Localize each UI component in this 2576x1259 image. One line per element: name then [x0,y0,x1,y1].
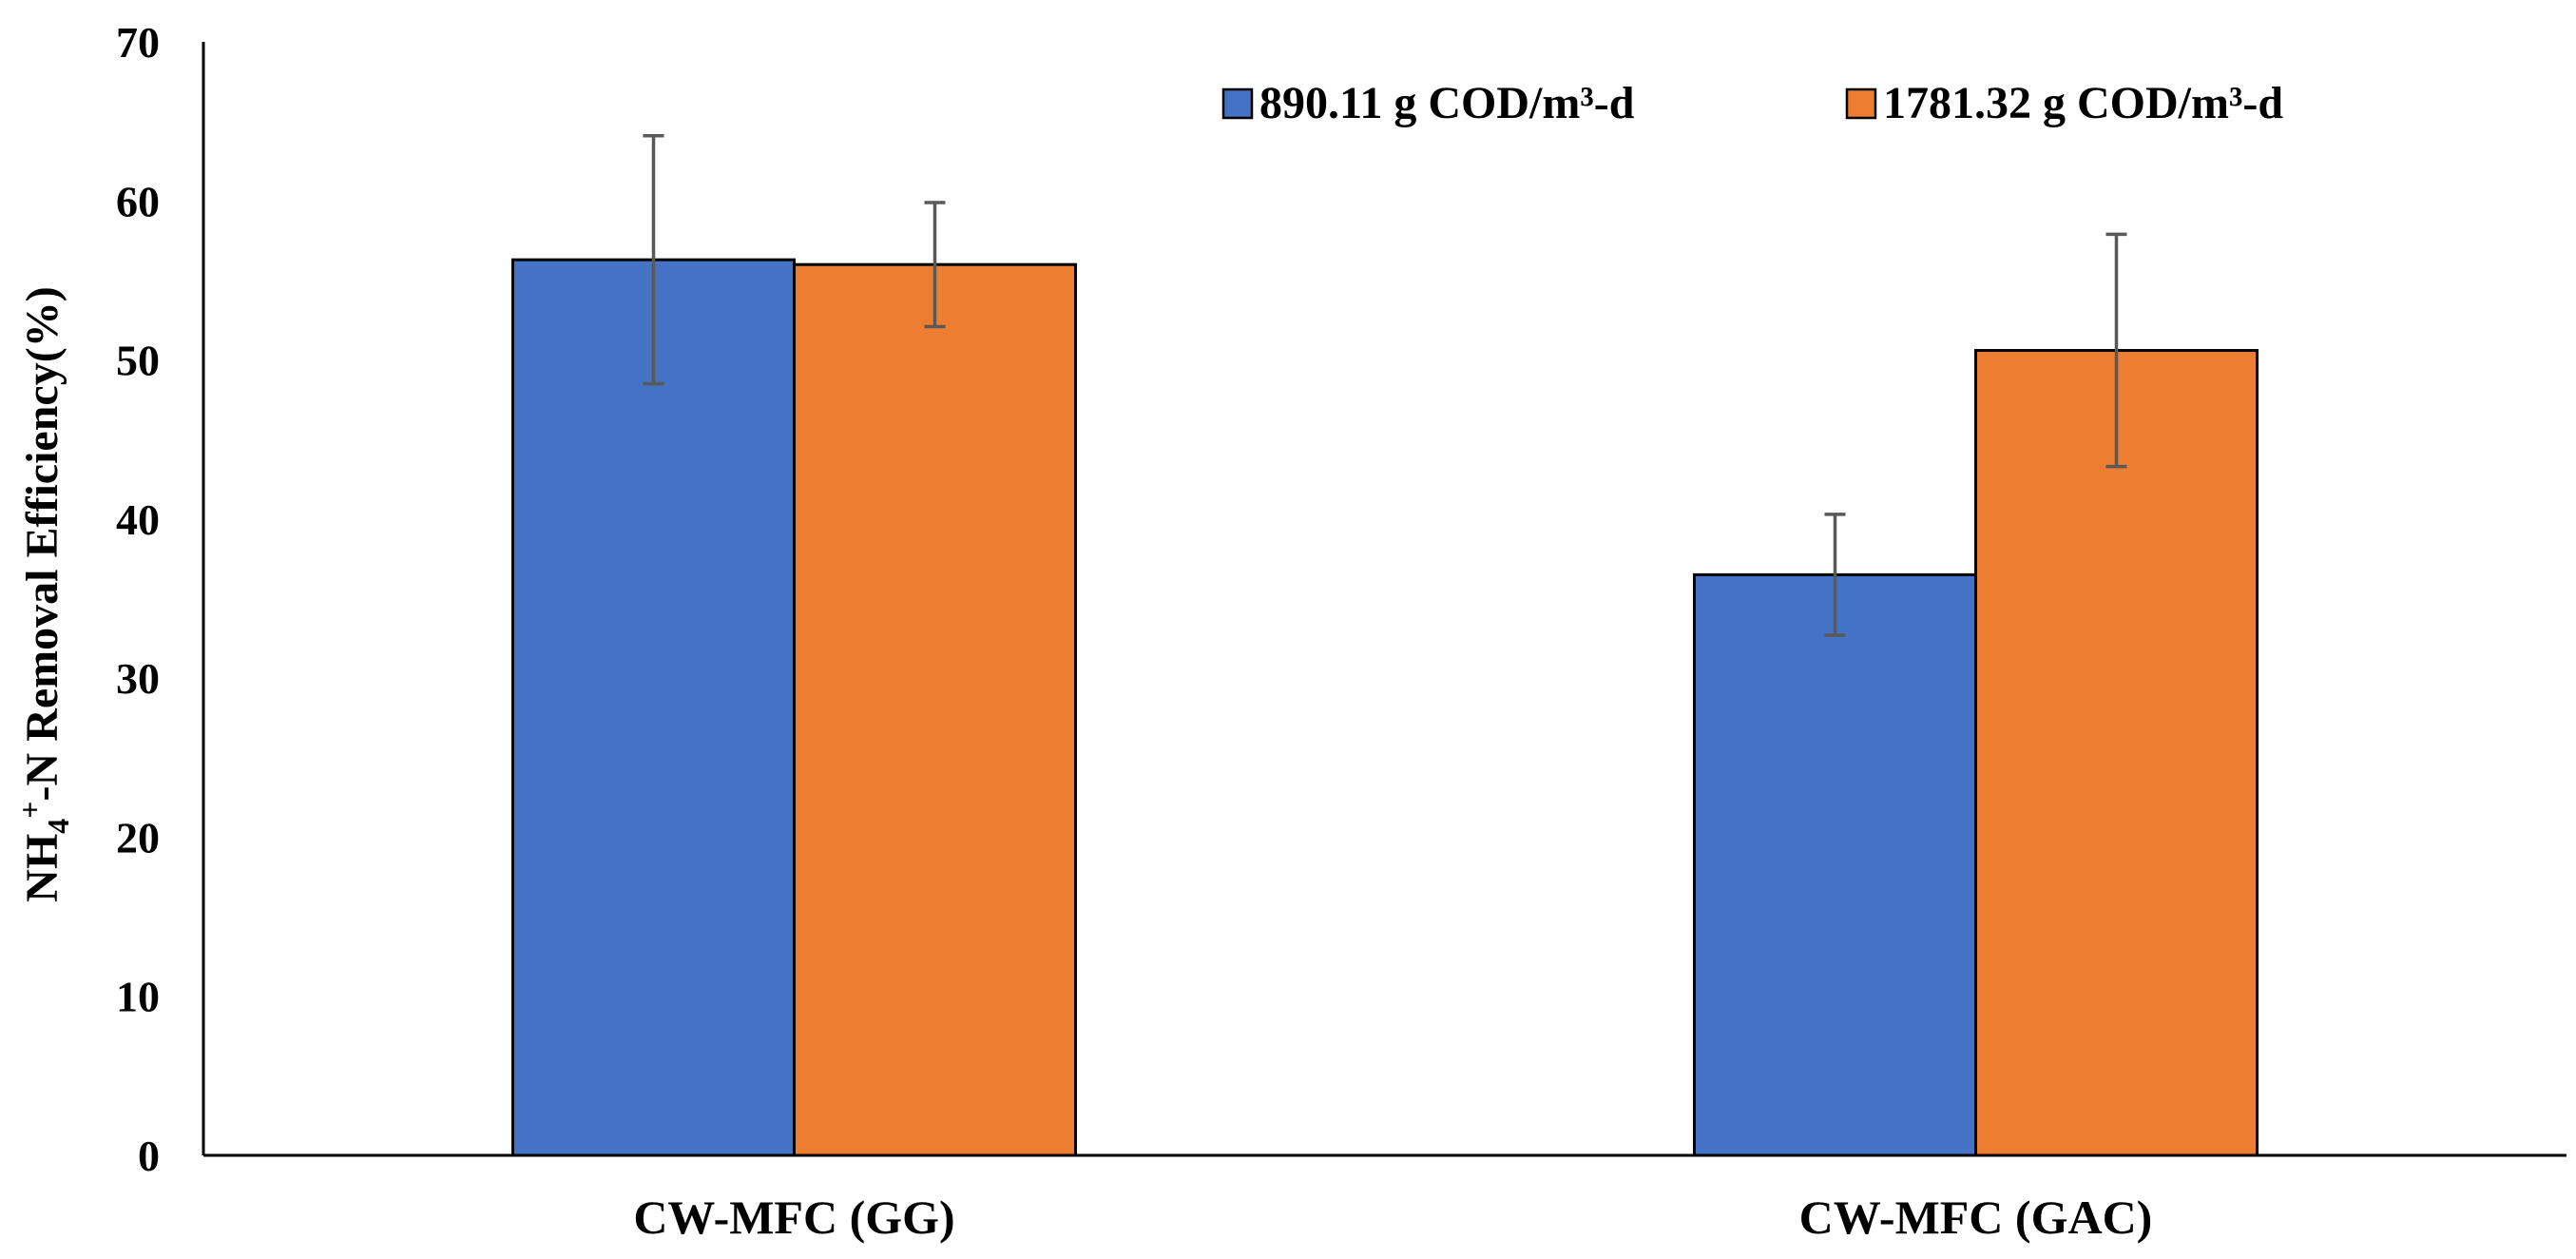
legend-label: 890.11 g COD/m³-d [1259,78,1635,128]
y-tick-label: 40 [116,495,160,544]
y-axis-label-suffix: -N Removal Efficiency(%) [17,286,67,801]
y-tick-label: 70 [116,18,160,67]
bar [1693,572,1977,1157]
error-bars-layer [643,133,2127,637]
bar [793,262,1077,1157]
y-tick-label: 20 [116,813,160,862]
x-category-label: CW-MFC (GAC) [1799,1191,2153,1244]
x-category-label: CW-MFC (GG) [633,1191,954,1244]
x-category-labels: CW-MFC (GG) CW-MFC (GAC) [633,1191,2152,1244]
axes-layer [202,42,2566,1157]
y-axis-label-subscript: 4 [41,819,75,834]
y-axis-label-prefix: NH [17,834,67,902]
y-tick-label: 50 [116,337,160,385]
bar [511,258,796,1157]
y-axis-label: NH4+-N Removal Efficiency(%) [12,286,75,901]
legend-swatch [1845,87,1877,120]
y-tick-labels: 0 10 20 30 40 50 60 70 [116,18,160,1180]
bar [1974,349,2259,1157]
legend-label: 1781.32 g COD/m³-d [1883,78,2283,128]
bars-layer [511,258,2259,1157]
y-axis-label-superscript: + [12,801,47,818]
legend-swatch [1221,87,1254,120]
y-tick-label: 30 [116,654,160,703]
y-tick-label: 0 [138,1132,160,1180]
y-tick-label: 60 [116,177,160,225]
legend: 890.11 g COD/m³-d 1781.32 g COD/m³-d [1221,78,2283,128]
y-tick-label: 10 [116,973,160,1021]
